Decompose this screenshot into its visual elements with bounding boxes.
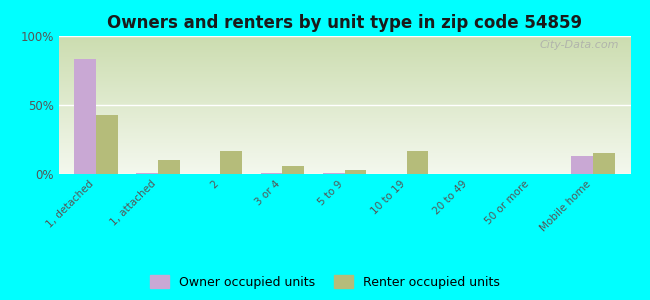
Legend: Owner occupied units, Renter occupied units: Owner occupied units, Renter occupied un… (146, 270, 504, 294)
Bar (96, 115, 118, 174)
Bar (593, 153, 615, 174)
Bar (158, 160, 180, 174)
Bar (261, 172, 282, 174)
Bar (571, 156, 593, 174)
Text: City-Data.com: City-Data.com (540, 40, 619, 50)
Bar (136, 172, 158, 174)
Bar (282, 166, 304, 174)
Bar (344, 170, 366, 174)
Bar (407, 151, 428, 174)
Title: Owners and renters by unit type in zip code 54859: Owners and renters by unit type in zip c… (107, 14, 582, 32)
Bar (74, 59, 96, 174)
Bar (323, 172, 345, 174)
Bar (220, 151, 242, 174)
